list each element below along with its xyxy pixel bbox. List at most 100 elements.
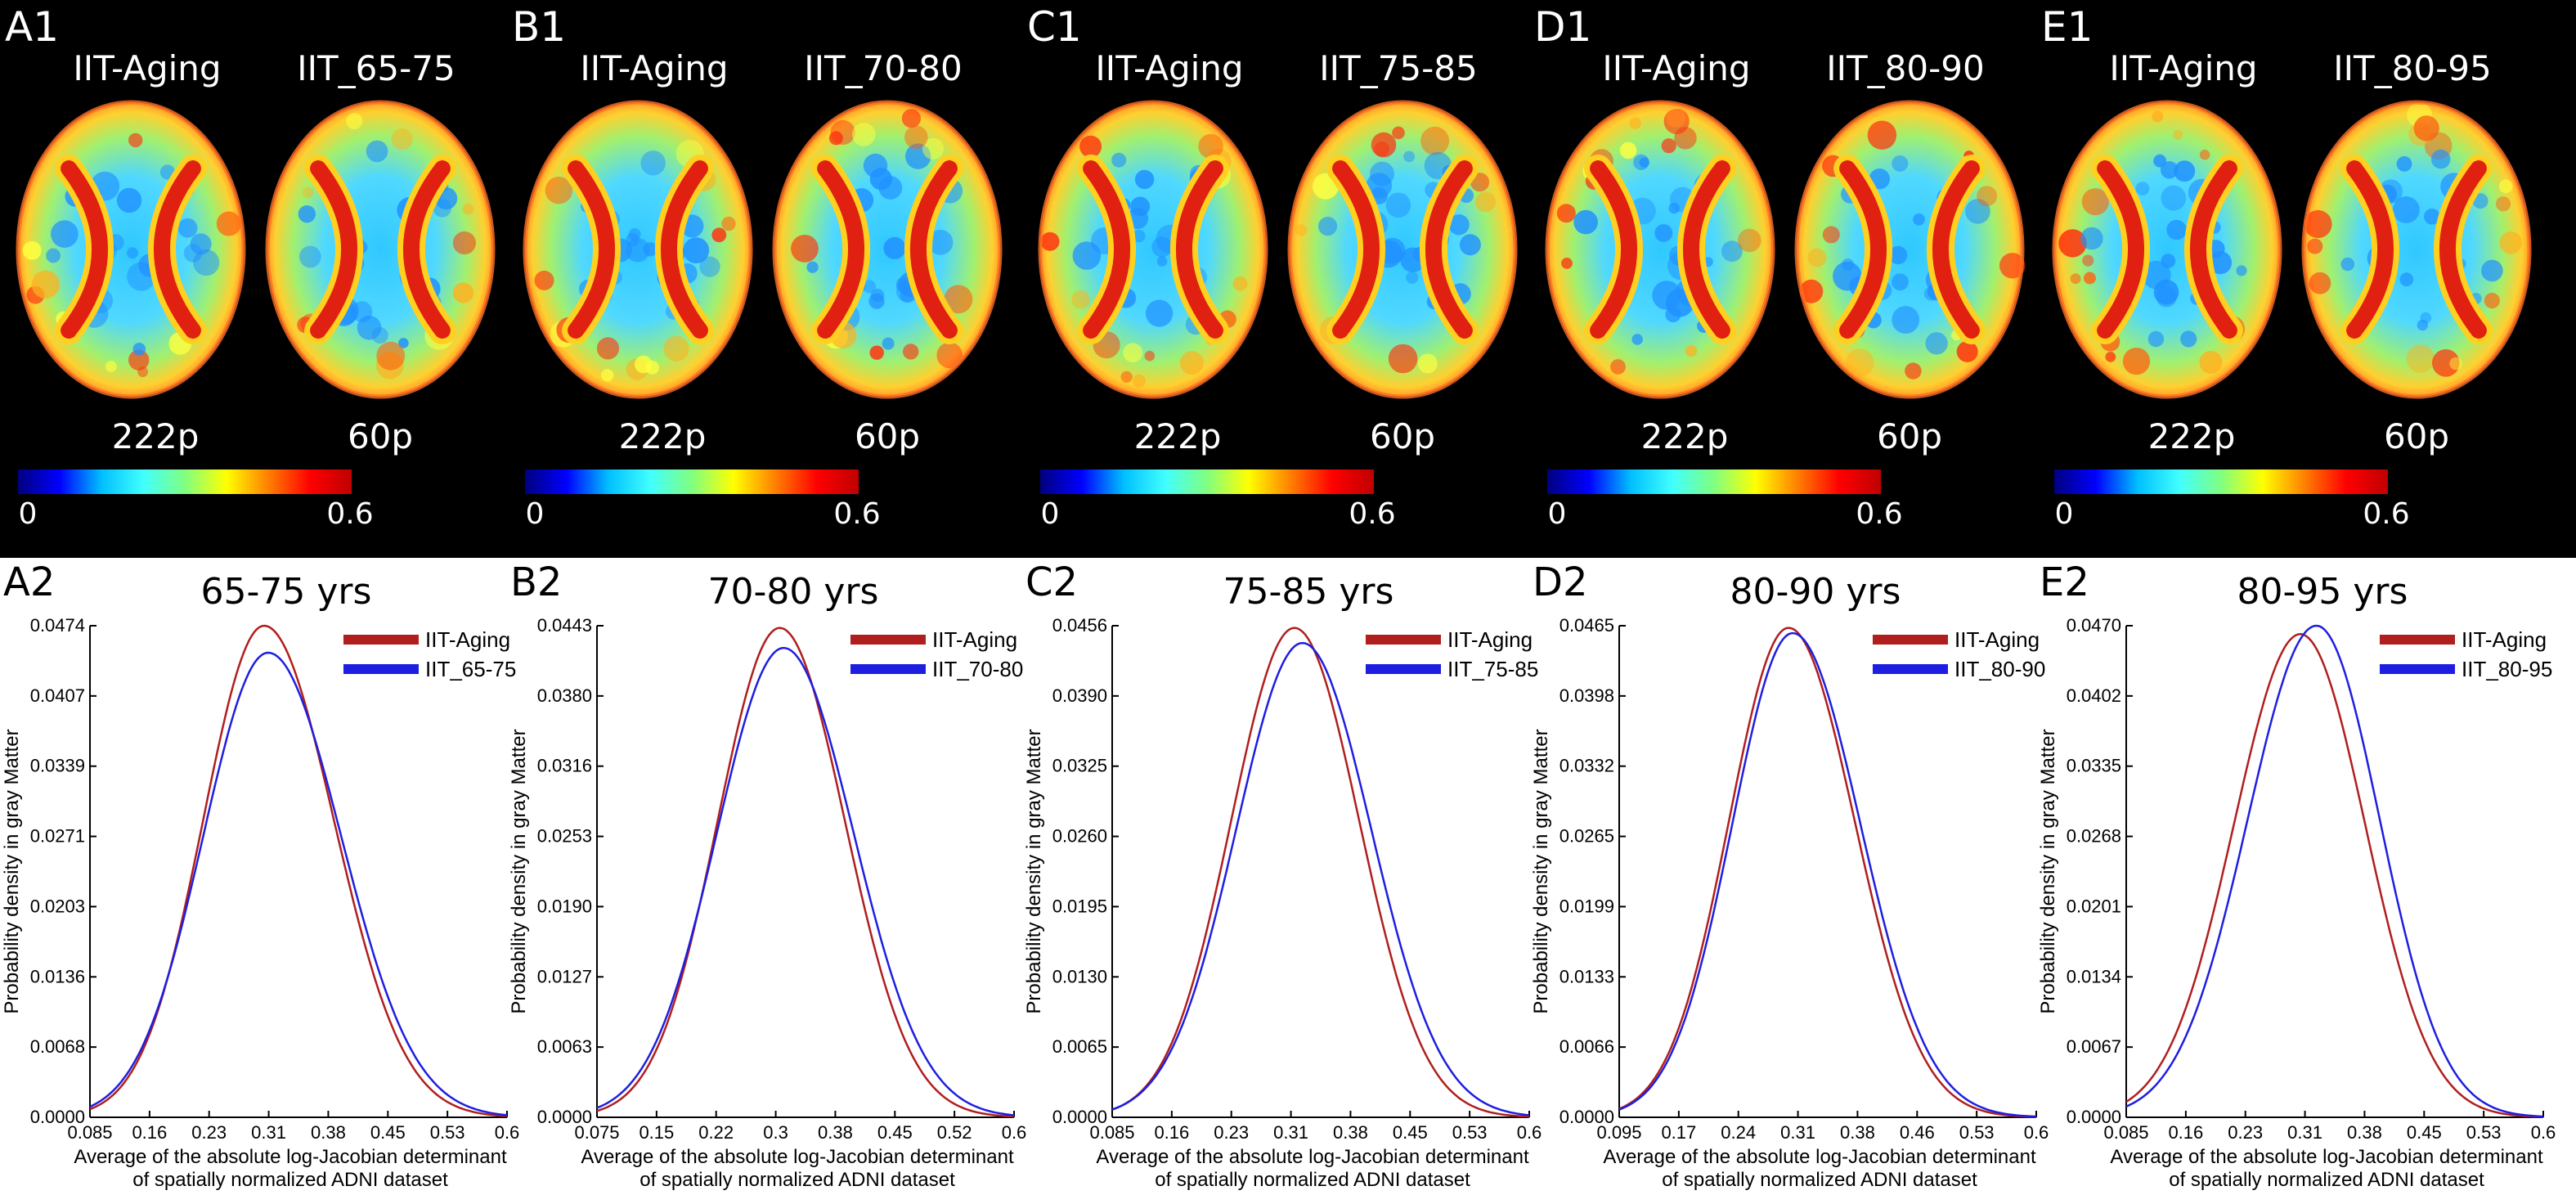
ventricle <box>1839 160 1887 339</box>
brain-texture <box>128 349 150 371</box>
brain-texture <box>177 218 198 238</box>
brain-texture <box>2180 330 2197 348</box>
brain-texture <box>31 270 61 299</box>
density-chart-a2: A2 65-75 yrs 0.0000 0.0068 0.0136 0.0203 0.027… <box>1 559 519 1191</box>
y-tick-label: 0.0402 <box>2067 685 2121 706</box>
brain-texture <box>1132 374 1146 388</box>
right-sample-count: 60p <box>1370 416 1435 456</box>
left-map-title: IIT-Aging <box>1602 48 1750 88</box>
brain-texture <box>852 123 876 146</box>
y-tick-label: 0.0127 <box>537 966 592 986</box>
brain-texture <box>1631 334 1643 345</box>
brain-texture <box>298 205 316 223</box>
brain-texture <box>1629 117 1641 129</box>
brain-texture <box>1913 213 1925 226</box>
brain-rim <box>265 100 496 399</box>
ventricle <box>817 160 865 339</box>
left-map-title: IIT-Aging <box>2109 48 2257 88</box>
brain-texture <box>2498 179 2513 194</box>
series-line-study <box>1618 631 2037 1118</box>
y-tick-label: 0.0067 <box>2067 1036 2121 1057</box>
brain-texture <box>2156 286 2177 308</box>
y-axis-label: Probability density in gray Matter <box>2037 729 2059 1013</box>
brain-texture <box>601 369 614 382</box>
x-tick-label: 0.38 <box>311 1122 346 1143</box>
brain-texture <box>1905 362 1922 380</box>
brain-texture <box>1661 138 1676 154</box>
brain-texture <box>2396 156 2412 172</box>
series-line-iit-aging <box>596 627 1015 1118</box>
y-tick-label: 0.0316 <box>537 756 592 776</box>
brain-texture <box>452 231 477 255</box>
brain-texture <box>1807 248 1827 267</box>
brain-texture <box>2499 231 2523 254</box>
brain-texture <box>2449 357 2462 371</box>
brain-texture <box>882 337 895 350</box>
ventricle <box>2097 160 2145 339</box>
x-tick-label: 0.16 <box>1154 1122 1189 1143</box>
brain-texture <box>1685 344 1698 357</box>
brain-texture <box>2199 149 2210 160</box>
brain-texture <box>1374 142 1389 157</box>
x-tick-label: 0.095 <box>1596 1122 1641 1143</box>
y-axis-label: Probability density in gray Matter <box>1 729 23 1013</box>
y-tick-label: 0.0063 <box>537 1036 592 1057</box>
brain-texture <box>1111 152 1127 168</box>
right-map-title: IIT_70-80 <box>804 48 962 88</box>
brain-texture <box>721 216 736 231</box>
y-tick-label: 0.0268 <box>2067 826 2121 847</box>
brain-texture <box>2080 227 2103 250</box>
y-tick-label: 0.0443 <box>537 615 592 636</box>
colorbar <box>2054 469 2388 494</box>
colorbar <box>525 469 859 494</box>
brain-texture <box>193 249 220 276</box>
left-sample-count: 222p <box>2148 416 2236 456</box>
chart-title: 65-75 yrs <box>201 571 372 613</box>
brain-texture <box>105 361 117 372</box>
brain-texture <box>116 187 142 213</box>
series-line-iit-aging <box>2125 632 2544 1118</box>
x-tick-label: 0.085 <box>1089 1122 1134 1143</box>
y-tick-label: 0.0470 <box>2067 615 2121 636</box>
ventricle <box>402 160 451 339</box>
brain-rim <box>523 100 753 399</box>
x-tick-label: 0.085 <box>2103 1122 2148 1143</box>
brain-texture <box>1385 192 1411 218</box>
panel-letter: C1 <box>1027 3 1082 51</box>
brain-texture <box>2424 208 2440 225</box>
y-tick-label: 0.0456 <box>1052 615 1107 636</box>
x-axis-label-line2: of spatially normalized ADNI dataset <box>2169 1169 2484 1191</box>
series-line-iit-aging <box>89 624 508 1117</box>
brain-texture <box>791 235 819 263</box>
y-tick-label: 0.0260 <box>1052 826 1107 847</box>
brain-panel-a1: A1 IIT-Aging IIT_65-75 222p 60p 0 0.6 <box>5 3 496 531</box>
y-tick-label: 0.0265 <box>1560 826 1614 847</box>
brain-texture <box>298 245 321 268</box>
y-axis-label: Probability density in gray Matter <box>1530 729 1552 1013</box>
brain-texture <box>351 301 373 322</box>
brain-texture <box>1999 253 2026 279</box>
y-tick-label: 0.0465 <box>1560 615 1614 636</box>
x-tick-label: 0.53 <box>430 1122 465 1143</box>
y-tick-label: 0.0332 <box>1560 756 1614 776</box>
brain-texture <box>1071 290 1090 309</box>
y-tick-label: 0.0068 <box>30 1036 85 1057</box>
x-tick-label: 0.31 <box>2287 1122 2322 1143</box>
legend-label: IIT-Aging <box>932 627 1017 652</box>
right-map-title: IIT_80-95 <box>2333 48 2491 88</box>
left-map-title: IIT-Aging <box>580 48 728 88</box>
y-tick-label: 0.0203 <box>30 896 85 916</box>
brain-texture <box>2432 349 2460 377</box>
panel-letter: A2 <box>3 559 55 605</box>
y-axis-label: Probability density in gray Matter <box>1023 729 1045 1013</box>
ventricle <box>61 160 109 339</box>
ventricle <box>310 160 358 339</box>
brain-rim <box>2052 100 2282 399</box>
y-tick-label: 0.0380 <box>537 685 592 706</box>
legend-label: IIT_65-75 <box>425 657 516 681</box>
brain-rim <box>1038 100 1268 399</box>
brain-texture <box>1639 157 1649 168</box>
brain-texture <box>711 227 727 243</box>
brain-texture <box>1406 271 1419 284</box>
brain-texture <box>2495 196 2511 212</box>
